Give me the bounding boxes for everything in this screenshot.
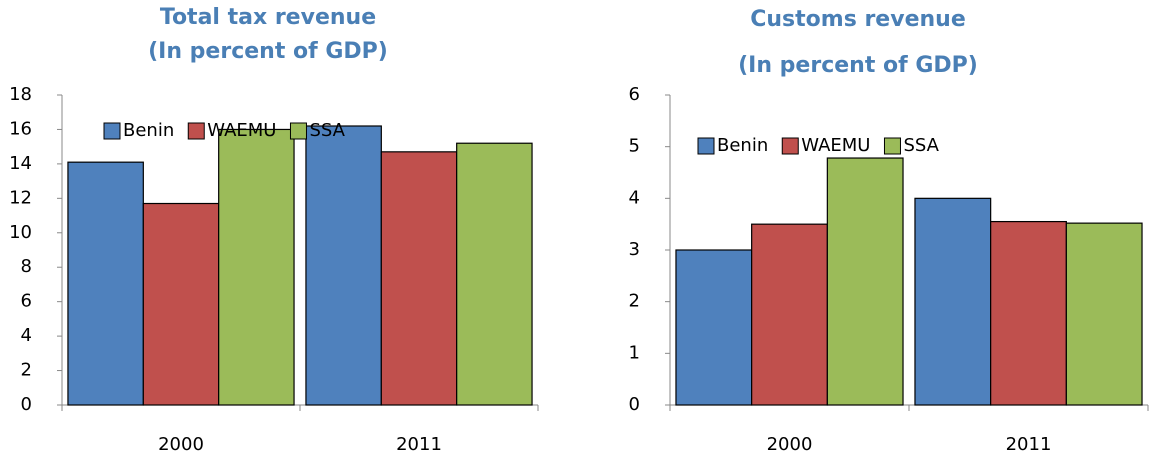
- bar: [142, 202, 220, 406]
- bar: [1065, 222, 1143, 406]
- y-tick-label: 3: [629, 239, 640, 260]
- bar: [751, 223, 828, 406]
- y-tick-label: 4: [21, 325, 32, 346]
- bar: [914, 197, 992, 406]
- y-tick-label: 5: [629, 136, 640, 157]
- legend-label: Benin: [717, 135, 768, 156]
- chart-subtitle: (In percent of GDP): [738, 53, 978, 78]
- legend-swatch: [289, 122, 307, 140]
- bar: [67, 161, 144, 406]
- bar: [675, 249, 753, 406]
- y-tick-label: 6: [21, 291, 32, 312]
- y-tick-label: 2: [21, 360, 32, 381]
- y-tick-label: 0: [629, 394, 640, 415]
- legend-swatch: [883, 137, 901, 155]
- y-tick-label: 18: [9, 84, 32, 105]
- legend-label: WAEMU: [207, 120, 276, 141]
- y-tick-label: 0: [21, 394, 32, 415]
- y-tick-label: 8: [21, 256, 32, 277]
- bar: [380, 151, 458, 406]
- legend-swatch: [187, 122, 205, 140]
- y-tick-label: 16: [9, 118, 32, 139]
- bar: [456, 142, 533, 406]
- legend-label: SSA: [309, 120, 345, 141]
- chart-title: Customs revenue: [750, 7, 966, 32]
- y-tick-label: 4: [629, 187, 640, 208]
- x-tick-label: 2000: [767, 434, 813, 455]
- bar: [826, 157, 904, 406]
- legend-swatch: [697, 137, 715, 155]
- x-tick-label: 2000: [158, 434, 204, 455]
- legend-label: WAEMU: [801, 135, 870, 156]
- bar: [305, 125, 382, 406]
- y-tick-label: 1: [629, 342, 640, 363]
- x-tick-label: 2011: [1006, 434, 1052, 455]
- bar: [218, 128, 295, 406]
- chart-subtitle: (In percent of GDP): [148, 39, 388, 64]
- x-tick-label: 2011: [396, 434, 442, 455]
- y-tick-label: 2: [629, 291, 640, 312]
- legend-label: SSA: [903, 135, 939, 156]
- y-tick-label: 12: [9, 187, 32, 208]
- legend-swatch: [781, 137, 799, 155]
- bar: [990, 220, 1067, 406]
- y-tick-label: 6: [629, 84, 640, 105]
- legend-swatch: [103, 122, 121, 140]
- y-tick-label: 10: [9, 222, 32, 243]
- legend-label: Benin: [123, 120, 174, 141]
- y-tick-label: 14: [9, 153, 32, 174]
- chart-title: Total tax revenue: [160, 5, 376, 30]
